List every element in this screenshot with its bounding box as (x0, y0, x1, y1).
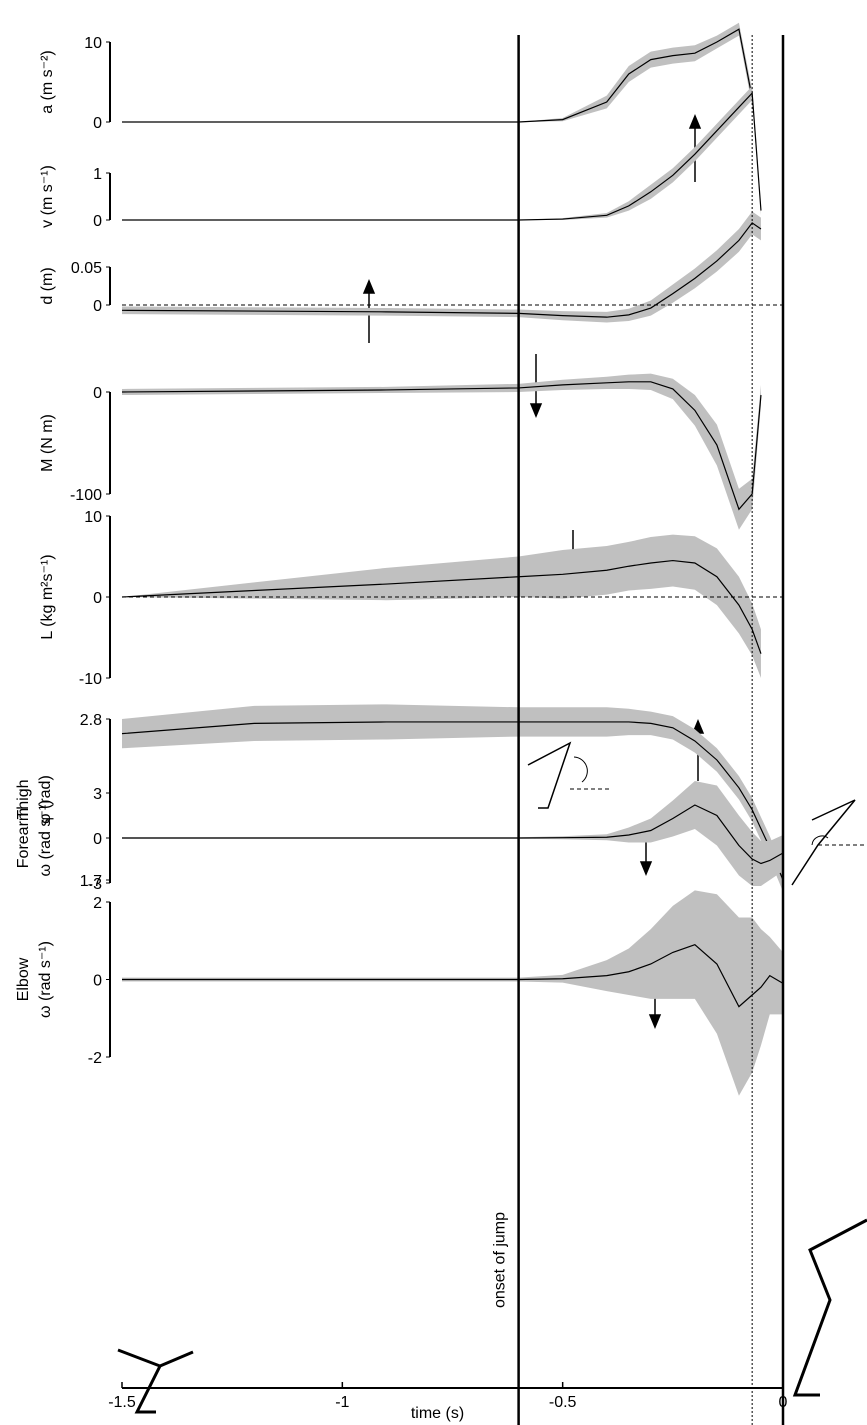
y-tick-label: 1 (93, 166, 102, 183)
y-tick-label: 0.05 (71, 260, 102, 277)
x-tick-label: 0 (779, 1394, 788, 1411)
y-axis-label: L (kg m²s⁻¹) (39, 554, 56, 639)
y-tick-label: 10 (84, 35, 102, 52)
sd-band (122, 22, 753, 122)
arrow-head (639, 861, 653, 876)
y-axis-label: φ (rad) (37, 775, 54, 824)
y-tick-label: 0 (93, 213, 102, 230)
arrow-head (648, 1014, 662, 1029)
y-tick-label: 0 (93, 115, 102, 132)
sd-band (122, 373, 761, 530)
y-axis-label: Thigh (15, 779, 32, 819)
mean-line (122, 943, 784, 1008)
y-tick-label: -3 (88, 876, 102, 893)
stick-figure (573, 756, 588, 783)
mean-line (121, 559, 762, 654)
y-axis-label: d (m) (39, 267, 56, 304)
stick-figure (811, 835, 829, 846)
y-tick-label: 0 (93, 973, 102, 990)
x-tick-label: -1 (335, 1394, 349, 1411)
sd-band (122, 534, 761, 678)
y-tick-label: 1.7 (80, 873, 102, 890)
sd-band (122, 890, 783, 1096)
stick-figure (159, 1350, 194, 1368)
y-tick-label: -2 (88, 1050, 102, 1067)
panel: 0 1 v (m s⁻¹) (39, 86, 762, 230)
arrow-head (688, 114, 702, 129)
y-tick-label: 2 (93, 895, 102, 912)
y-tick-label: -10 (79, 671, 102, 688)
panel: 0 0.05 d (m) (39, 211, 783, 323)
y-tick-label: 3 (93, 786, 102, 803)
arrow-head (529, 403, 543, 418)
stick-figure (792, 1218, 867, 1397)
y-axis-label: Forearm (15, 808, 32, 868)
mean-line (121, 721, 784, 881)
panel: 1.7 2.8 Thigh φ (rad) (15, 704, 784, 892)
x-axis-label: time (s) (411, 1405, 464, 1422)
panel: -2 0 2 Elbow ω (rad s⁻¹) (15, 890, 784, 1096)
y-axis-label: ω (rad s⁻¹) (37, 941, 54, 1018)
panel: 0 10 a (m s⁻²) (39, 22, 753, 132)
y-tick-label: 0 (93, 590, 102, 607)
y-axis-label: M (N m) (39, 414, 56, 472)
reference-label: onset of jump (492, 1212, 509, 1308)
y-tick-label: 0 (93, 385, 102, 402)
y-tick-label: 10 (84, 509, 102, 526)
mean-line (121, 381, 762, 511)
y-axis-label: Elbow (15, 957, 32, 1001)
arrow-head (362, 279, 376, 294)
sd-band (122, 781, 783, 886)
sd-band (122, 86, 761, 220)
mean-line (122, 28, 753, 123)
stick-figure (791, 799, 856, 886)
y-tick-label: 0 (93, 831, 102, 848)
x-tick-label: -1.5 (108, 1394, 136, 1411)
sd-band (122, 211, 761, 323)
mean-line (122, 91, 762, 221)
mean-line (121, 222, 762, 318)
y-axis-label: v (m s⁻¹) (39, 165, 56, 228)
y-axis-label: ω (rad s⁻¹) (37, 800, 54, 877)
panel: -100 0 M (N m) (39, 373, 762, 530)
y-tick-label: 0 (93, 298, 102, 315)
y-tick-label: -100 (70, 487, 102, 504)
panel: -3 0 3 Forearm ω (rad s⁻¹) (15, 781, 784, 893)
y-tick-label: 2.8 (80, 712, 102, 729)
stick-figure (527, 741, 572, 809)
y-axis-label: a (m s⁻²) (39, 50, 56, 114)
x-tick-label: -0.5 (549, 1394, 577, 1411)
mean-line (122, 804, 784, 865)
panel: -10 0 10 L (kg m²s⁻¹) (39, 509, 783, 688)
sd-band (122, 704, 783, 892)
